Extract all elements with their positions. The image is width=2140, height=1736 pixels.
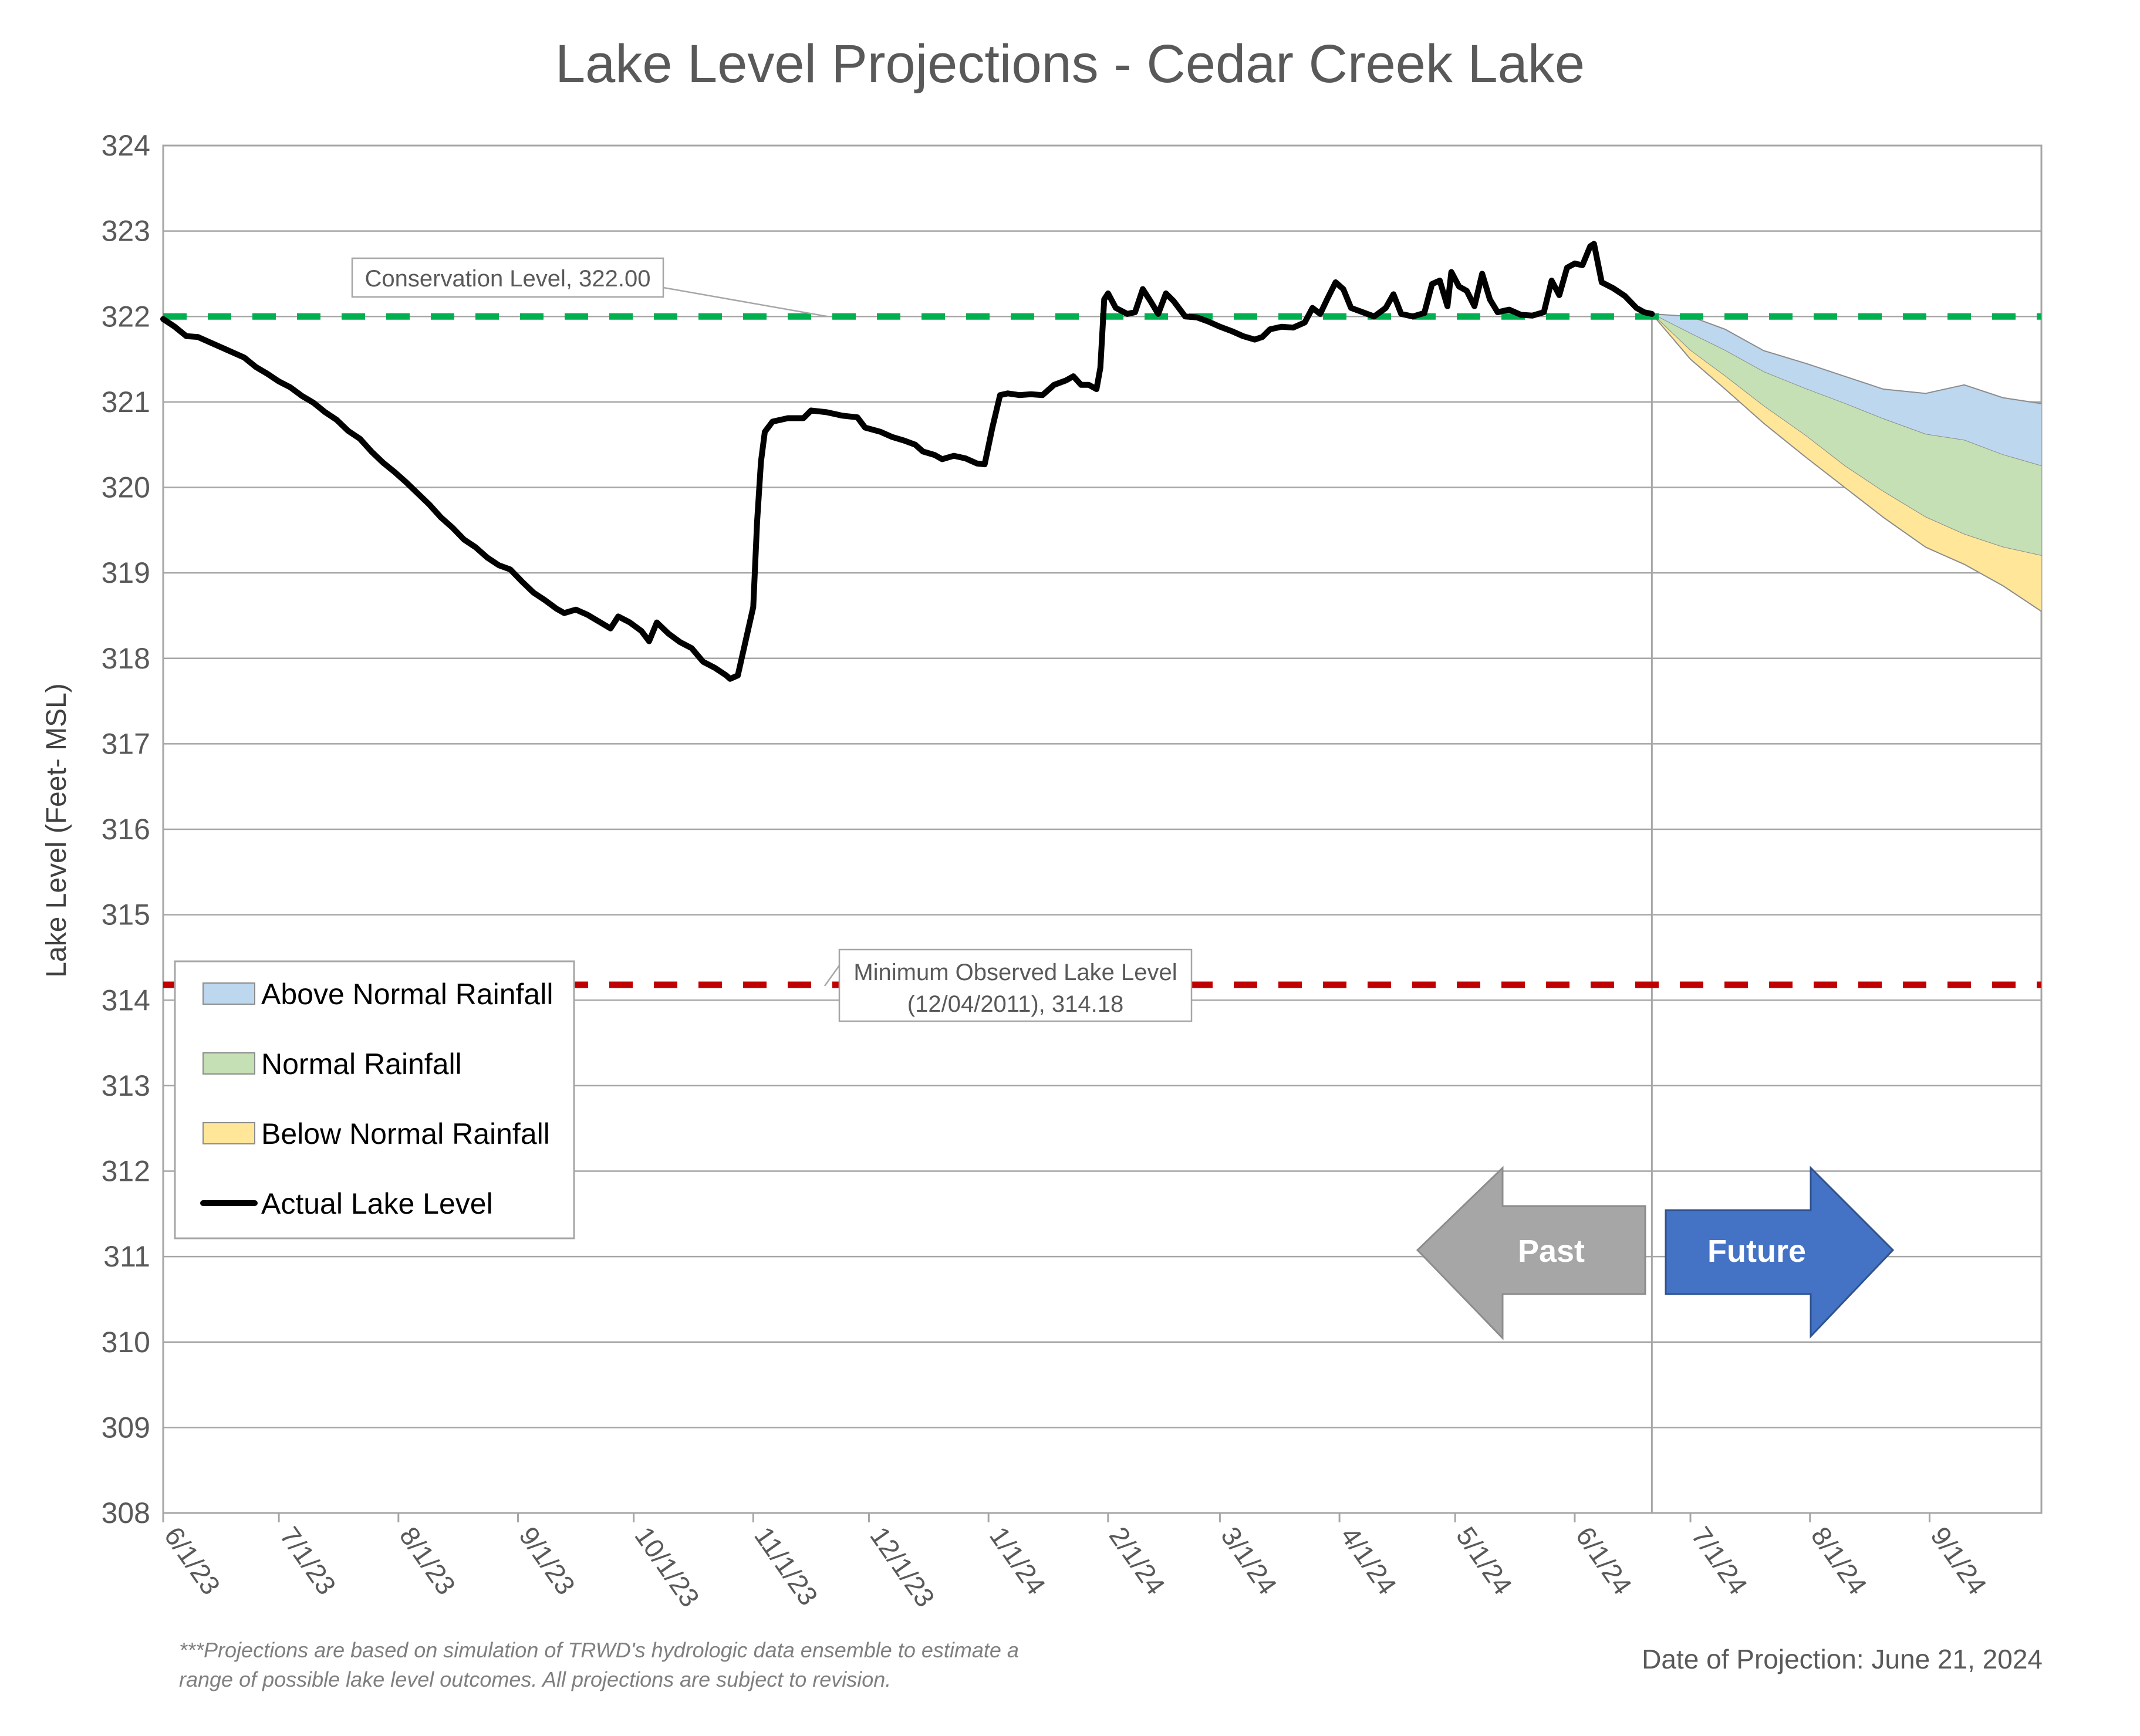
legend-swatch [202, 1052, 255, 1075]
y-tick-label: 314 [102, 984, 150, 1016]
legend-label: Below Normal Rainfall [261, 1117, 550, 1150]
conservation-callout-label: Conservation Level, 322.00 [365, 266, 651, 292]
minimum-callout-leader [823, 965, 841, 987]
y-tick-label: 309 [102, 1411, 150, 1444]
projection-band [1652, 313, 2041, 467]
y-tick-label: 315 [102, 899, 150, 931]
minimum-callout-label: Minimum Observed Lake Level [853, 960, 1177, 985]
projection-date-text: Date of Projection: June 21, 2024 [1642, 1644, 2043, 1674]
chart-footer: ***Projections are based on simulation o… [179, 1638, 2043, 1691]
legend-box [174, 960, 575, 1239]
y-tick-label: 316 [102, 813, 150, 846]
legend: Above Normal Rainfall Normal Rainfall Belo… [174, 960, 575, 1239]
past-arrow-label: Past [1518, 1234, 1585, 1269]
y-tick-label: 323 [102, 215, 150, 248]
chart-title: Lake Level Projections - Cedar Creek Lak… [555, 34, 1585, 94]
past-future-arrows: Past Future [1416, 1166, 1895, 1340]
y-tick-label: 321 [102, 386, 150, 418]
past-arrow [1416, 1166, 1646, 1340]
legend-label: Above Normal Rainfall [261, 978, 553, 1011]
future-arrow-label: Future [1707, 1234, 1806, 1269]
footnote-line: ***Projections are based on simulation o… [179, 1638, 1019, 1662]
conservation-callout-box [351, 257, 664, 298]
y-tick-label: 320 [102, 471, 150, 504]
y-tick-label: 308 [102, 1497, 150, 1529]
y-tick-label: 322 [102, 300, 150, 333]
y-tick-label: 310 [102, 1326, 150, 1359]
legend-swatch [202, 1122, 255, 1144]
y-tick-label: 324 [102, 129, 150, 162]
y-tick-label: 311 [103, 1240, 150, 1273]
projection-band [1652, 313, 2041, 556]
y-tick-label: 319 [102, 556, 150, 589]
minimum-callout-box [838, 948, 1193, 1022]
future-arrow [1665, 1166, 1895, 1339]
y-tick-label: 318 [102, 642, 150, 675]
y-axis-label: Lake Level (Feet- MSL) [41, 683, 72, 978]
legend-swatch [202, 982, 255, 1005]
projection-band [1652, 313, 2041, 612]
y-tick-label: 312 [102, 1155, 150, 1188]
minimum-callout-label: (12/04/2011), 314.18 [907, 991, 1123, 1017]
y-tick-label: 313 [102, 1069, 150, 1102]
projection-band-top-edge [1652, 313, 2042, 404]
actual-lake-level-line [160, 241, 1655, 682]
projection-band-edge [1651, 313, 2042, 612]
legend-label: Actual Lake Level [261, 1187, 493, 1220]
conservation-callout-leader [663, 286, 828, 318]
footnote-line: range of possible lake level outcomes. A… [179, 1667, 891, 1691]
legend-label: Normal Rainfall [261, 1048, 462, 1080]
y-tick-label: 317 [102, 727, 150, 760]
